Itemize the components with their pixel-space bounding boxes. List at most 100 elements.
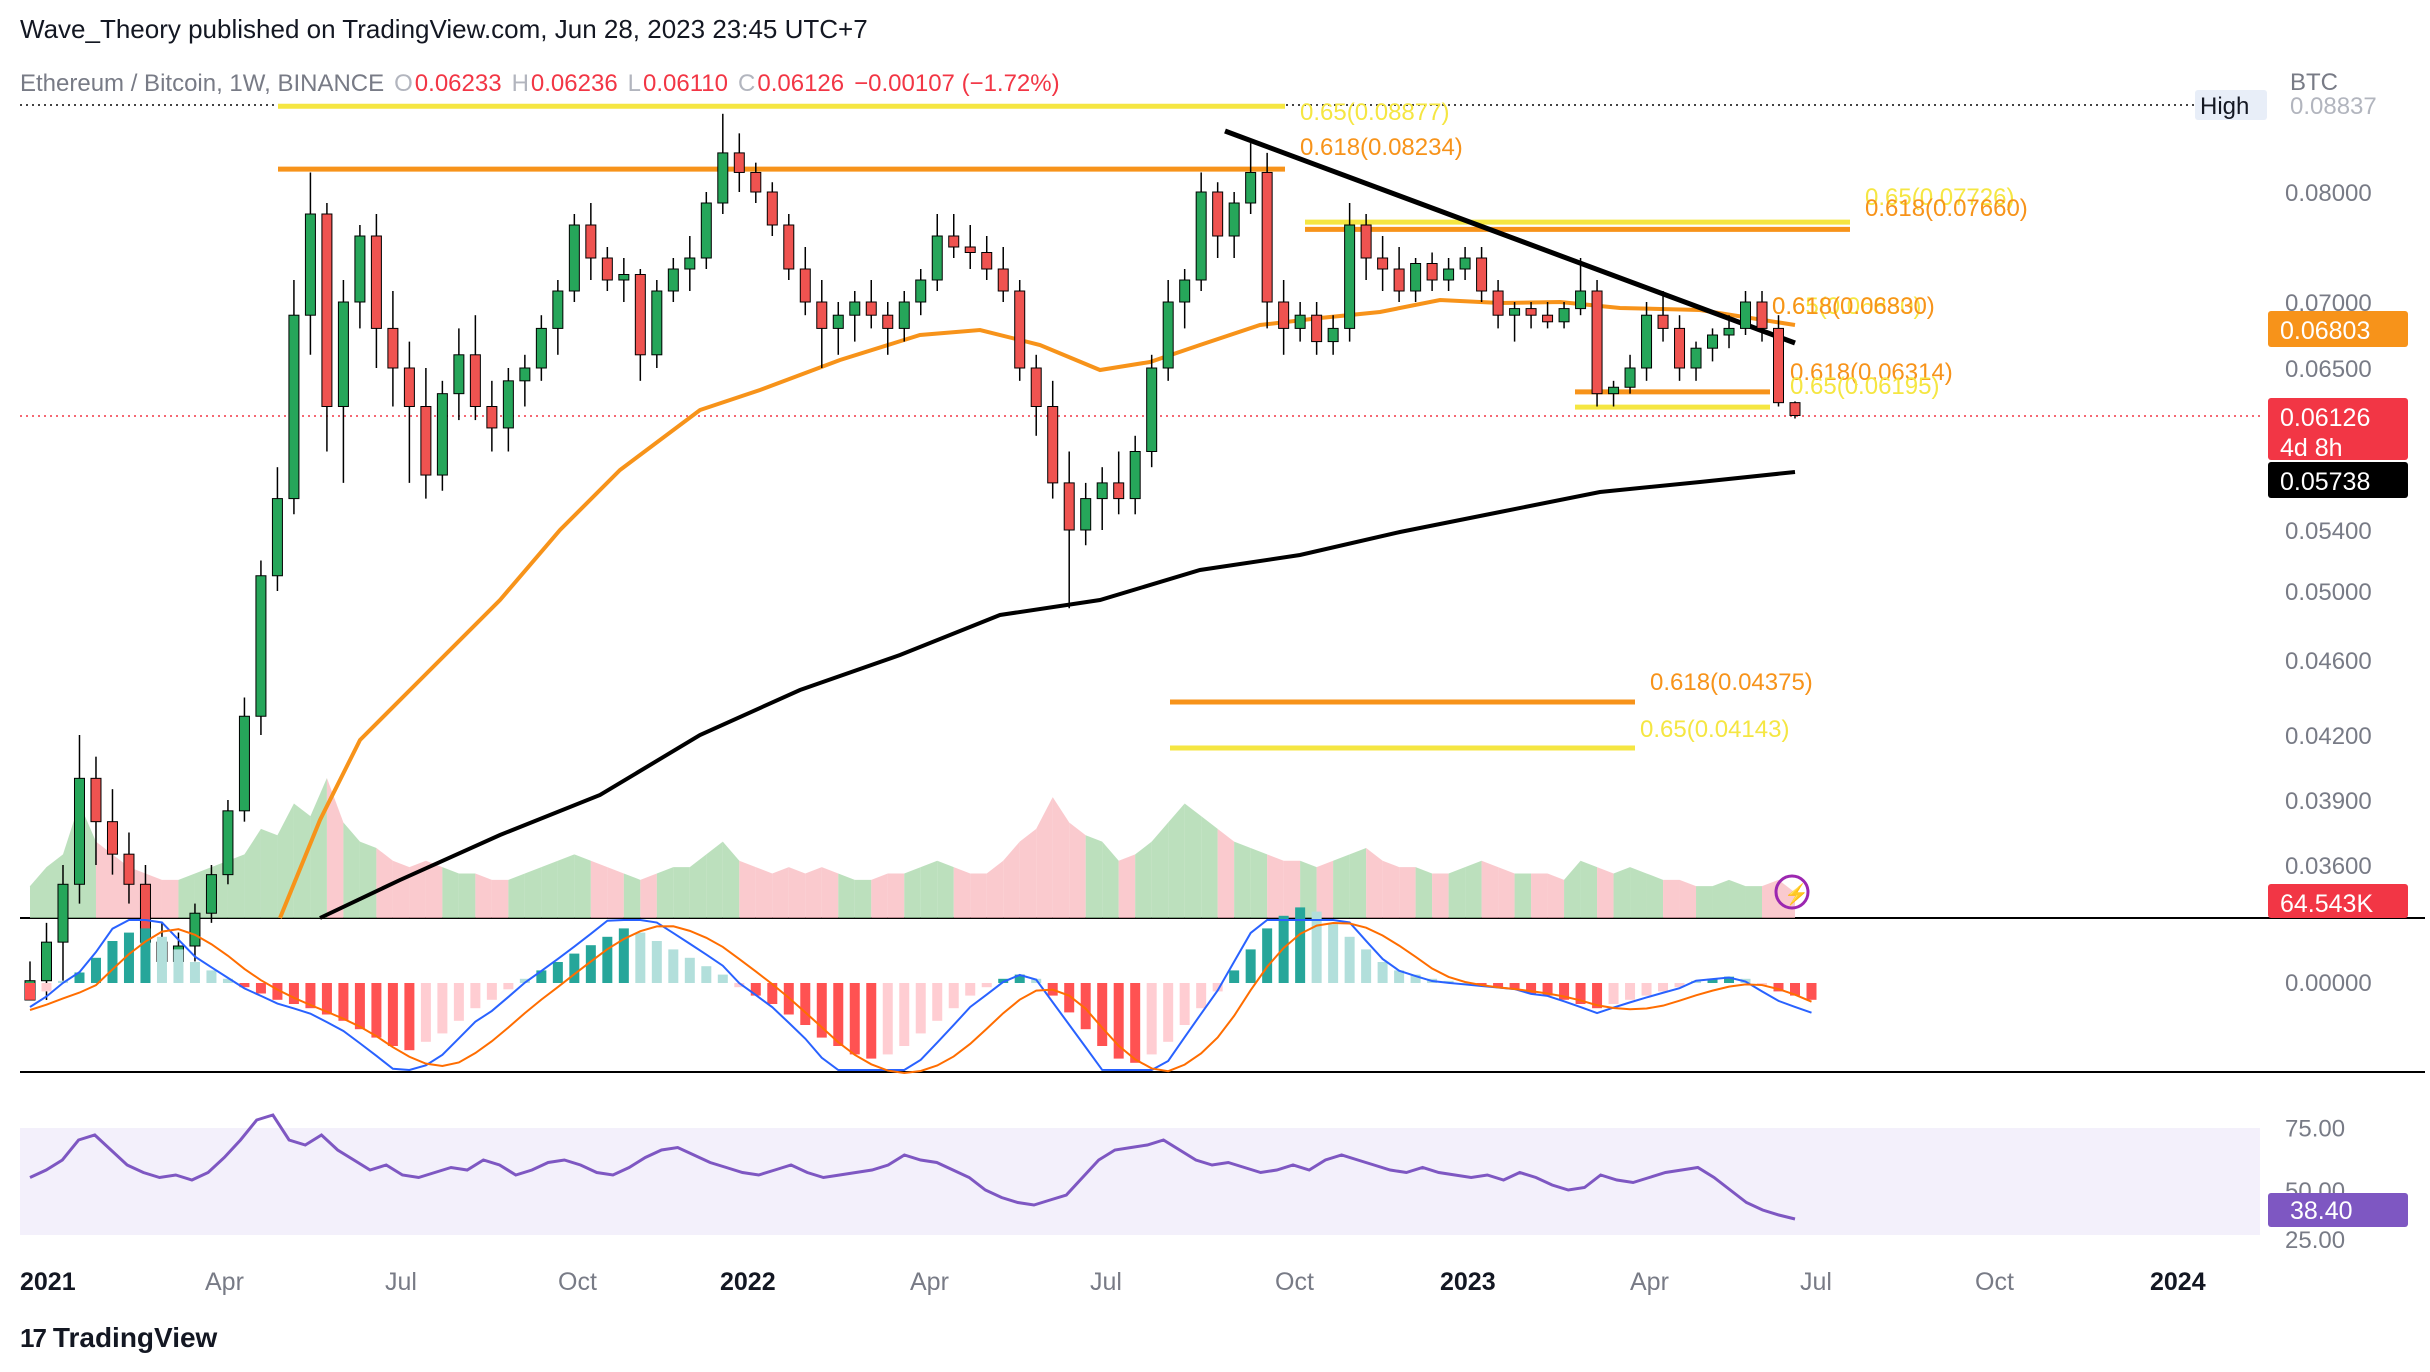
candle bbox=[73, 735, 85, 904]
candle bbox=[453, 328, 465, 421]
candle-body bbox=[750, 171, 762, 193]
candle bbox=[1789, 401, 1801, 419]
candle bbox=[1773, 315, 1785, 407]
x-axis-label: Oct bbox=[1275, 1268, 1314, 1296]
candle-body bbox=[1377, 257, 1389, 270]
candle bbox=[618, 258, 630, 302]
volume-area bbox=[1630, 867, 1647, 918]
tradingview-brand[interactable]: 17 TradingView bbox=[20, 1322, 217, 1354]
candle bbox=[931, 214, 943, 291]
macd-bar bbox=[1113, 983, 1124, 1059]
candle bbox=[1212, 182, 1224, 258]
candle bbox=[1360, 214, 1372, 280]
price-tick: 0.05400 bbox=[2285, 518, 2372, 545]
candle-body bbox=[783, 224, 795, 270]
candle-body bbox=[1393, 268, 1405, 292]
volume-area bbox=[937, 860, 954, 918]
volume-area bbox=[871, 873, 888, 918]
candle bbox=[783, 214, 795, 280]
candle bbox=[750, 162, 762, 203]
macd-bar bbox=[453, 983, 464, 1021]
macd-bar bbox=[915, 983, 926, 1034]
volume-area bbox=[1729, 879, 1746, 918]
candle-body bbox=[1558, 308, 1570, 323]
volume-area bbox=[1696, 886, 1713, 918]
candle-body bbox=[1096, 482, 1108, 500]
macd-bar bbox=[404, 983, 415, 1051]
volume-area bbox=[1564, 860, 1581, 918]
x-axis-label: Oct bbox=[558, 1268, 597, 1296]
candle-body bbox=[849, 301, 861, 316]
candle bbox=[1492, 280, 1504, 329]
volume-badge: 64.543K bbox=[2280, 890, 2373, 918]
candle-body bbox=[255, 575, 267, 717]
macd-bar bbox=[1509, 983, 1520, 990]
macd-bar bbox=[701, 966, 712, 983]
macd-bar bbox=[1773, 983, 1784, 992]
candle bbox=[997, 247, 1009, 302]
macd-bar bbox=[1493, 983, 1504, 988]
macd-bar bbox=[635, 932, 646, 983]
candle bbox=[766, 182, 778, 236]
candle-body bbox=[766, 191, 778, 226]
price-tick: 0.08000 bbox=[2285, 180, 2372, 207]
macd-bar bbox=[1806, 983, 1817, 1000]
price-tick: 0.06500 bbox=[2285, 356, 2372, 383]
candle-body bbox=[1311, 314, 1323, 343]
candle-body bbox=[1014, 290, 1026, 369]
volume-area bbox=[1762, 879, 1779, 918]
macd-bar bbox=[321, 983, 332, 1015]
candle-body bbox=[1047, 406, 1059, 484]
volume-area bbox=[854, 879, 872, 918]
candle bbox=[651, 280, 663, 368]
macd-bar bbox=[387, 983, 398, 1046]
candle-body bbox=[684, 257, 696, 270]
candle-body bbox=[271, 498, 283, 577]
candle-body bbox=[1179, 279, 1191, 303]
candle bbox=[304, 172, 316, 355]
candle-body bbox=[865, 301, 877, 316]
x-axis-label: Jul bbox=[1090, 1268, 1122, 1296]
candle bbox=[1195, 172, 1207, 291]
macd-bar bbox=[849, 983, 860, 1055]
candle bbox=[882, 302, 894, 355]
ma200-badge: 0.05738 bbox=[2280, 468, 2370, 496]
volume-area bbox=[1333, 854, 1350, 918]
candle-body bbox=[469, 354, 481, 408]
volume-area bbox=[574, 854, 591, 918]
volume-area bbox=[607, 867, 624, 918]
macd-bar bbox=[90, 957, 101, 983]
candle-body bbox=[915, 279, 927, 303]
fib-label: 0.65(0.07726) bbox=[1865, 184, 2014, 211]
candle bbox=[288, 280, 300, 515]
candle bbox=[1476, 247, 1488, 302]
candle-body bbox=[898, 301, 910, 329]
volume-area bbox=[161, 879, 179, 918]
candle-body bbox=[1740, 301, 1752, 329]
candle-body bbox=[90, 777, 102, 823]
macd-bar bbox=[519, 978, 530, 983]
candle-body bbox=[964, 246, 976, 253]
candle-body bbox=[585, 224, 597, 259]
candle bbox=[403, 341, 415, 483]
candle bbox=[634, 269, 646, 381]
macd-bar bbox=[420, 983, 431, 1042]
axis-unit: BTC bbox=[2290, 69, 2338, 96]
candle bbox=[1245, 143, 1257, 214]
volume-area bbox=[458, 873, 476, 918]
chart-legend: Ethereum / Bitcoin, 1W, BINANCE O 0.06233… bbox=[20, 70, 1060, 98]
candle bbox=[1591, 280, 1603, 407]
candle-body bbox=[1212, 191, 1224, 237]
candle-body bbox=[337, 301, 349, 408]
volume-area bbox=[1531, 873, 1548, 918]
volume-area bbox=[1646, 873, 1664, 918]
volume-area bbox=[1151, 822, 1169, 918]
candle bbox=[469, 315, 481, 421]
candle-body bbox=[1789, 402, 1801, 416]
macd-bar bbox=[1064, 983, 1075, 1013]
macd-bar bbox=[552, 962, 563, 983]
candle bbox=[601, 247, 613, 291]
candle bbox=[1096, 467, 1108, 530]
publish-header: Wave_Theory published on TradingView.com… bbox=[20, 14, 868, 44]
